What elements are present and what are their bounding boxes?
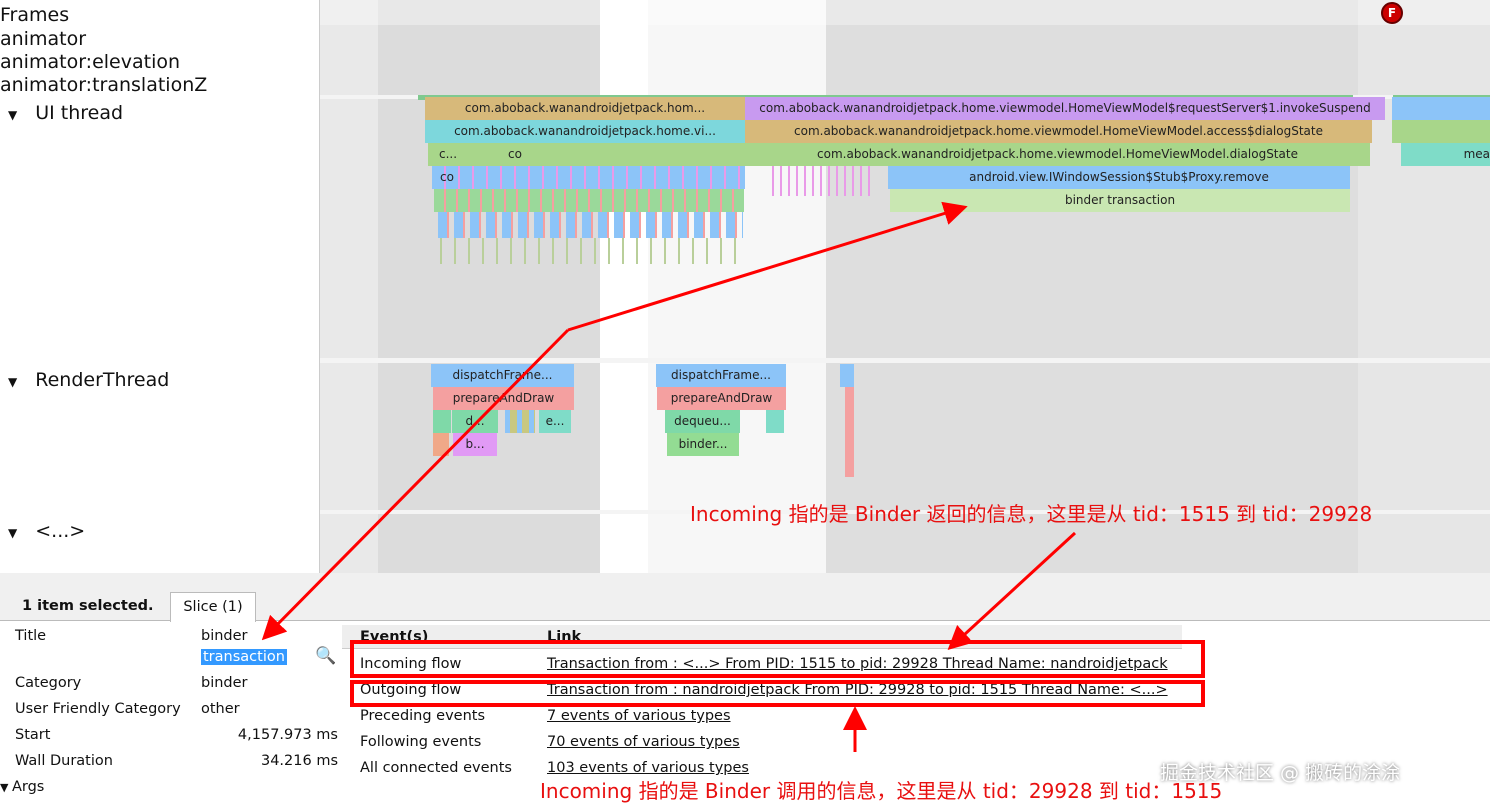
track-labels: Frames animator animator:elevation anima… [0,0,320,573]
slice[interactable]: e... [539,410,571,433]
event-name: Following events [360,734,482,750]
prop-value: binder [201,628,248,644]
prop-key: Start [15,727,51,743]
track-label: RenderThread [35,369,170,391]
slice-binder-transaction[interactable]: binder transaction [890,189,1350,212]
watermark: 掘金技术社区 @ 搬砖的涂涂 [1160,762,1401,784]
selected-text[interactable]: transaction [201,649,287,665]
event-name: All connected events [360,760,512,776]
event-name: Outgoing flow [360,682,462,698]
flow-marker[interactable]: F [1381,2,1403,24]
event-link[interactable]: 103 events of various types [547,760,749,776]
track-render-thread[interactable]: ▼ RenderThread [0,369,169,391]
slice[interactable]: android.view.IWindowSession$Stub$Proxy.r… [888,166,1350,189]
slice[interactable]: com.aboback.wanandroidjetpack.home.vi... [425,120,745,143]
annotation-text: Incoming 指的是 Binder 返回的信息，这里是从 tid：1515 … [690,502,1373,526]
annotation-box [350,640,1205,678]
prop-key: Title [15,628,47,644]
annotation-text: Incoming 指的是 Binder 调用的信息，这里是从 tid：29928… [540,779,1223,803]
arrow [567,201,968,332]
event-link[interactable]: Transaction from : <...> From PID: 1515 … [547,656,1168,672]
slice[interactable]: binder... [667,433,739,456]
slice[interactable]: dispatchFrame... [656,364,786,387]
prop-value: 4,157.973 ms [237,727,338,743]
expand-triangle-icon[interactable]: ▼ [8,108,18,122]
slice[interactable]: prepareAndDraw [657,387,786,410]
slice[interactable]: com.aboback.wanandroidjetpack.hom... [425,97,745,120]
prop-key: User Friendly Category [15,701,181,717]
annotation-box [350,680,1205,707]
expand-triangle-icon: ▼ [0,781,12,794]
tab-slice[interactable]: Slice (1) [170,592,256,622]
slice[interactable]: prepareAndDraw [433,387,574,410]
event-link[interactable]: Transaction from : nandroidjetpack From … [547,682,1168,698]
prop-key: Wall Duration [15,753,113,769]
slice[interactable]: co [468,143,745,166]
prop-value: binder [201,675,248,691]
event-link[interactable]: 70 events of various types [547,734,740,750]
expand-triangle-icon[interactable]: ▼ [8,526,18,540]
details-panel: 1 item selected. Slice (1) Title binder … [0,573,1490,806]
slice[interactable]: b... [453,433,497,456]
event-name: Preceding events [360,708,486,724]
event-link[interactable]: 7 events of various types [547,708,731,724]
track-other[interactable]: ▼ <...> [0,520,85,542]
args-label: Args [11,779,45,795]
slice[interactable]: dequeu... [665,410,740,433]
track-label: UI thread [35,102,124,124]
arrow [261,328,570,641]
slice[interactable]: com.aboback.wanandroidjetpack.home.viewm… [745,97,1385,120]
search-icon[interactable]: 🔍 [315,646,337,666]
track-ui-thread[interactable]: ▼ UI thread [0,102,123,124]
slice[interactable]: co [432,166,745,189]
slice[interactable]: mea [1401,143,1490,166]
arrow [947,531,1077,651]
selection-count: 1 item selected. [22,598,154,614]
args-toggle[interactable]: ▼ Args [0,779,44,795]
slice[interactable]: c... [428,143,468,166]
track-animator[interactable]: animator [0,28,87,50]
track-animator-elevation[interactable]: animator:elevation [0,51,181,73]
track-animator-translationz[interactable]: animator:translationZ [0,74,208,96]
track-label: <...> [35,520,86,542]
slice[interactable]: com.aboback.wanandroidjetpack.home.viewm… [745,143,1370,166]
event-name: Incoming flow [360,656,462,672]
slice[interactable]: com.aboback.wanandroidjetpack.home.viewm… [745,120,1372,143]
prop-value: 34.216 ms [260,753,338,769]
prop-key: Category [15,675,82,691]
expand-triangle-icon[interactable]: ▼ [8,375,18,389]
prop-value: other [201,701,240,717]
track-frames[interactable]: Frames [0,4,70,26]
